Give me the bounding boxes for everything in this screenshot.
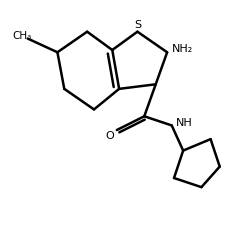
Text: NH₂: NH₂ (172, 44, 193, 53)
Text: S: S (134, 20, 141, 30)
Text: O: O (106, 130, 114, 140)
Text: CH₃: CH₃ (12, 31, 32, 41)
Text: NH: NH (176, 117, 193, 128)
